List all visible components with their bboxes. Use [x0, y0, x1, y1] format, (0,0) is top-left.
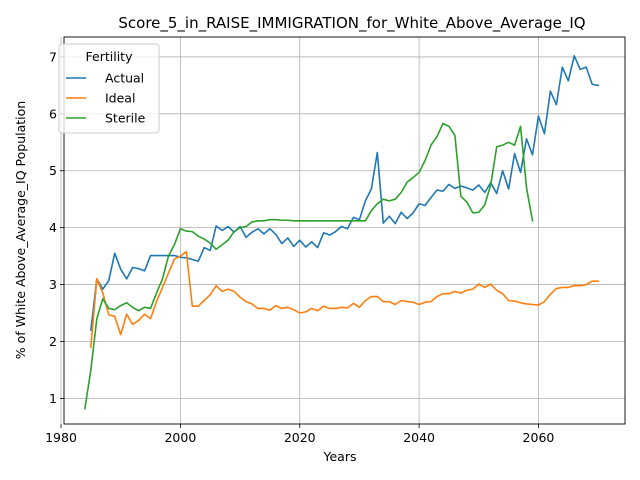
plot-frame [63, 36, 626, 425]
legend-title: Fertility [86, 49, 134, 64]
legend-box [58, 43, 160, 134]
series-line-sterile [83, 122, 534, 410]
y-tick-label-1: 2 [49, 334, 57, 349]
y-tick-label-3: 4 [49, 220, 57, 235]
x-axis-label: Years [323, 449, 357, 464]
y-tick-label-0: 1 [49, 391, 57, 406]
x-tick-label-2: 2020 [284, 430, 316, 445]
y-tick-label-5: 6 [49, 106, 57, 121]
y-tick-label-4: 5 [49, 163, 57, 178]
x-axis-ticks: 1980 2000 2020 2040 2060 [45, 424, 554, 445]
series-line-actual [89, 54, 600, 331]
y-tick-label-2: 3 [49, 277, 57, 292]
y-axis-label: % of White Above_Average_IQ Population [13, 101, 28, 359]
legend: Fertility Actual Ideal Sterile [58, 43, 160, 134]
series-lines [83, 54, 600, 410]
x-tick-label-4: 2060 [523, 430, 555, 445]
chart-title: Score_5_in_RAISE_IMMIGRATION_for_White_A… [118, 14, 585, 33]
y-tick-label-6: 7 [49, 49, 57, 64]
legend-entries: Actual Ideal Sterile [66, 71, 146, 126]
legend-label-actual: Actual [105, 71, 144, 86]
x-tick-label-3: 2040 [403, 430, 435, 445]
x-tick-label-0: 1980 [45, 430, 77, 445]
series-line-ideal [89, 250, 599, 349]
legend-label-ideal: Ideal [105, 91, 135, 106]
x-tick-label-1: 2000 [164, 430, 196, 445]
legend-label-sterile: Sterile [105, 111, 146, 126]
